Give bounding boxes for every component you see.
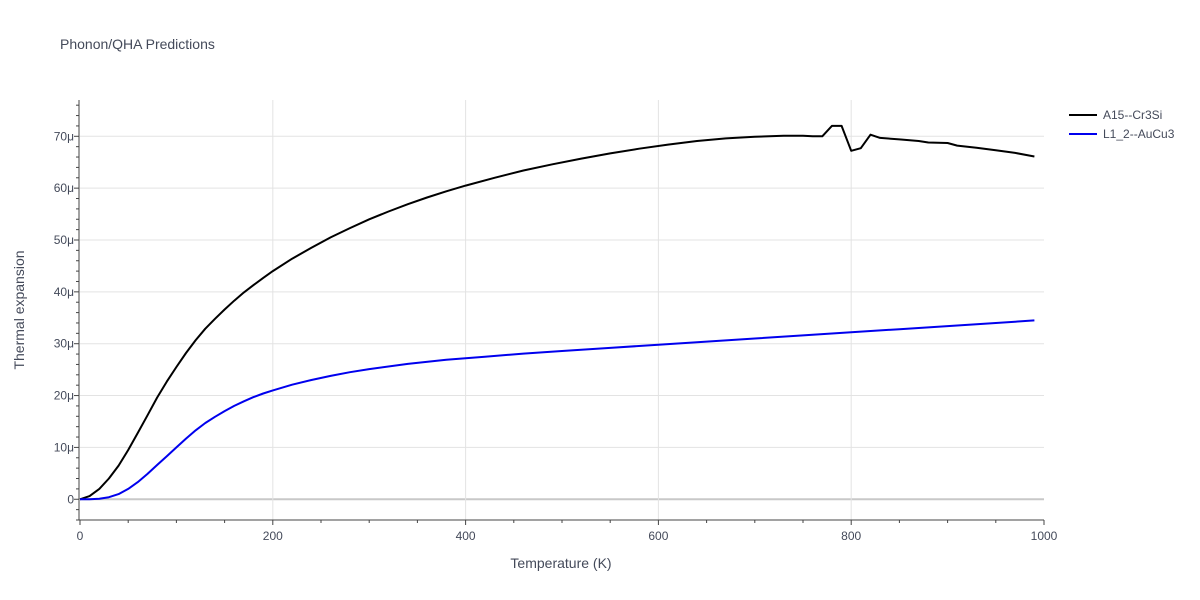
y-tick-label: 50μ — [54, 233, 74, 247]
x-axis-title: Temperature (K) — [510, 555, 611, 571]
y-tick-label: 60μ — [54, 181, 74, 195]
grid-layer — [80, 100, 1044, 520]
x-tick-label: 0 — [77, 529, 84, 543]
x-tick-label: 800 — [841, 529, 861, 543]
x-tick-label: 600 — [648, 529, 668, 543]
series-line-1 — [80, 319, 1035, 501]
y-tick-label: 30μ — [54, 337, 74, 351]
y-tick-label: 0 — [67, 492, 74, 506]
x-tick-label: 200 — [263, 529, 283, 543]
x-tick-label: 1000 — [1031, 529, 1058, 543]
series-layer — [79, 124, 1035, 501]
y-tick-label: 40μ — [54, 285, 74, 299]
y-tick-label: 10μ — [54, 440, 74, 454]
legend-item[interactable]: L1_2--AuCu3 — [1069, 127, 1175, 141]
y-tick-label: 20μ — [54, 389, 74, 403]
legend-label: A15--Cr3Si — [1103, 108, 1162, 122]
legend-item[interactable]: A15--Cr3Si — [1069, 108, 1162, 122]
x-tick-label: 400 — [456, 529, 476, 543]
chart-title: Phonon/QHA Predictions — [60, 36, 215, 52]
y-axis-title: Thermal expansion — [11, 250, 27, 369]
legend-label: L1_2--AuCu3 — [1103, 127, 1175, 141]
legend[interactable]: A15--Cr3Si L1_2--AuCu3 — [1069, 108, 1175, 141]
y-tick-label: 70μ — [54, 129, 74, 143]
axes-layer: 0 10μ 20μ 30μ 40μ 50μ 60μ 70μ 0 200 400 600 800 1000 — [54, 100, 1058, 543]
series-line-0 — [79, 124, 1035, 501]
